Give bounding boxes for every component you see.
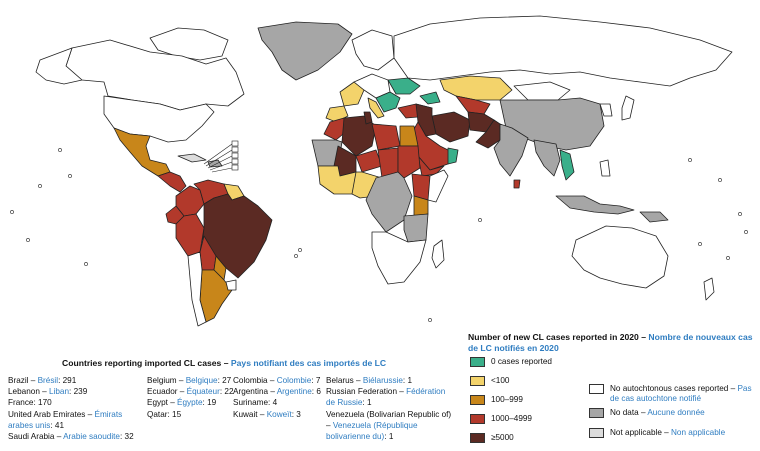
region-scandinavia <box>351 29 395 71</box>
legend-swatch <box>470 357 485 367</box>
imported-country-entry: Egypt – Égypte: 19 <box>147 398 217 408</box>
region-russia <box>393 15 733 87</box>
region-mongolia <box>513 81 571 101</box>
region-iran <box>431 111 471 143</box>
region-argentina <box>199 269 233 323</box>
region-tunisia <box>363 111 373 125</box>
region-central-asia <box>455 95 491 115</box>
imported-country-entry: Venezuela (Bolivarian Republic of) – Ven… <box>326 409 452 442</box>
legend-item: 100–999 <box>470 395 641 405</box>
imported-list-column-3: Colombia – Colombie: 7 Argentina – Argent… <box>233 375 323 420</box>
imported-country-entry: Qatar: 15 <box>147 409 182 419</box>
imported-country-entry: Argentina – Argentine: 6 <box>233 387 321 397</box>
imported-country-entry: Brazil – Brésil: 291 <box>8 376 77 385</box>
imported-country-entry: Suriname: 4 <box>233 398 278 408</box>
region-southeast-asia-mainland <box>533 139 561 177</box>
region-australia <box>571 225 669 289</box>
imported-country-entry: United Arab Emirates – Émirats arabes un… <box>8 409 123 430</box>
legend-item: Not applicable – Non applicable <box>589 428 760 438</box>
region-yemen <box>417 155 445 177</box>
region-balkans <box>375 91 401 113</box>
world-map <box>10 15 748 327</box>
region-cuba <box>177 153 207 163</box>
legend-item: ≥5000 <box>470 433 641 443</box>
region-somalia <box>427 169 449 203</box>
legend-swatch <box>470 433 485 443</box>
region-kenya <box>413 195 429 217</box>
imported-country-entry: Saudi Arabia – Arabie saoudite: 32 <box>8 432 134 442</box>
region-sri-lanka <box>513 179 521 189</box>
legend-item: No data – Aucune donnée <box>589 408 760 418</box>
region-korea <box>599 103 613 117</box>
region-peru <box>175 213 205 257</box>
legend-item: 0 cases reported <box>470 357 641 367</box>
region-canada-arctic-islands <box>149 27 229 61</box>
imported-country-entry: France: 170 <box>8 398 52 408</box>
legend-swatch <box>470 395 485 405</box>
legend-swatch <box>470 376 485 386</box>
region-uruguay <box>225 279 237 291</box>
legend-swatch <box>589 384 604 394</box>
region-japan <box>621 95 635 121</box>
region-morocco <box>323 117 349 141</box>
imported-country-entry: Ecuador – Équateur: 22 <box>147 387 234 397</box>
imported-country-entry: Belgium – Belgique: 27 <box>147 376 232 385</box>
legend-title: Number of new CL cases reported in 2020 … <box>468 332 753 353</box>
region-philippines <box>599 159 611 177</box>
region-southern-africa <box>371 231 427 285</box>
region-east-africa <box>403 213 429 243</box>
region-new-zealand <box>703 277 715 301</box>
region-libya <box>371 123 401 151</box>
small-island-markers <box>10 148 748 322</box>
region-kazakhstan <box>439 75 513 101</box>
region-sudan <box>397 145 421 179</box>
imported-country-entry: Lebanon – Liban: 239 <box>8 387 88 397</box>
legend-swatch <box>589 408 604 418</box>
imported-country-entry: Colombia – Colombie: 7 <box>233 376 321 385</box>
legend-swatch <box>589 428 604 438</box>
region-chile <box>187 251 207 327</box>
region-italy <box>367 97 385 119</box>
legend-swatch <box>470 414 485 424</box>
imported-list-column-1: Brazil – Brésil: 291 Lebanon – Liban: 239… <box>8 375 138 442</box>
imported-cases-title: Countries reporting imported CL cases – … <box>62 358 387 368</box>
imported-country-entry: Russian Federation – Fédération de Russi… <box>326 387 446 408</box>
caribbean-callouts <box>203 140 239 173</box>
region-indonesia <box>555 195 635 215</box>
imported-country-entry: Belarus – Biélarussie: 1 <box>326 376 413 385</box>
legend-item: No autochtonous cases reported – Pas de … <box>589 384 760 404</box>
imported-country-entry: Kuwait – Koweït: 3 <box>233 409 301 419</box>
region-ukraine <box>387 77 421 95</box>
region-canada <box>65 39 245 111</box>
legend-item: 1000–4999 <box>470 414 641 424</box>
region-mexico <box>113 127 171 177</box>
region-thailand <box>559 149 575 181</box>
region-western-europe <box>339 81 365 107</box>
region-papua-new-guinea <box>639 211 669 223</box>
region-alaska <box>35 47 83 85</box>
region-caucasus <box>419 91 441 105</box>
region-india <box>493 123 529 177</box>
imported-list-column-2: Belgium – Belgique: 27 Ecuador – Équateur… <box>147 375 234 420</box>
imported-list-column-4: Belarus – Biélarussie: 1 Russian Federati… <box>326 375 456 442</box>
region-greenland <box>257 21 353 81</box>
region-madagascar <box>431 239 445 269</box>
region-oman <box>447 147 459 165</box>
legend-item: <100 <box>470 376 641 386</box>
region-central-america <box>157 171 187 193</box>
